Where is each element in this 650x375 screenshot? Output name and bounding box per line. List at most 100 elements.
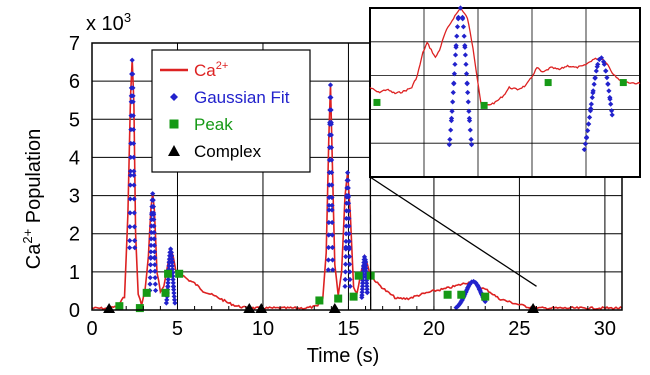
gaussian-fit-point [360,271,366,277]
gaussian-fit-point [359,283,366,289]
multiplier-label: x 103 [86,10,131,35]
gaussian-fit-point [131,224,138,230]
gaussian-fit-point [171,293,177,300]
gaussian-fit-point [593,68,599,74]
peak-marker [142,288,151,297]
inset-ca-trace [369,7,641,107]
gaussian-fit-point [170,283,177,289]
x-axis-label: Time (s) [307,345,380,367]
gaussian-fit-point [601,61,607,67]
gaussian-fit-point [127,182,133,188]
y-tick-label: 2 [69,224,80,246]
gaussian-fit-point [586,114,593,120]
gaussian-fit-point [151,249,158,255]
legend-label: Ca2+ [194,60,228,80]
gaussian-fit-point [153,287,159,294]
gaussian-fit-point [364,280,370,286]
gaussian-fit-point [152,281,158,287]
gaussian-fit-point [127,196,133,202]
gaussian-fit-point [329,232,335,238]
gaussian-fit-point [131,172,137,178]
legend-label: Complex [194,142,262,161]
gaussian-fit-point [449,108,455,114]
gaussian-fit-point [131,182,137,188]
gaussian-fit-point [448,118,454,124]
main-axes: 0 5 10 15 20 25 30 0 1 2 3 4 5 6 7 [69,33,623,340]
gaussian-fit-point [448,127,454,133]
x-tick-label: 25 [508,318,530,340]
gaussian-fit-point [342,269,349,275]
gaussian-fit-point [362,256,368,263]
legend-swatch-peak [169,119,179,129]
gaussian-fit-point [468,142,475,148]
gaussian-fit-point [328,107,334,113]
gaussian-fit-point [451,71,457,77]
gaussian-fit-point [152,262,158,268]
gaussian-fit-point [130,71,136,77]
gaussian-fit-point [165,280,171,286]
gaussian-fit-point [131,210,137,216]
inset-peak-marker [544,79,552,87]
x-tick-label: 5 [172,318,183,340]
gaussian-fit-point [585,128,591,134]
gaussian-fit-point [328,144,335,151]
gaussian-fit-point [326,207,332,213]
peak-marker [164,269,173,278]
gaussian-fit-point [466,108,472,114]
gaussian-fit-point [473,280,479,286]
gaussian-fit-point [170,273,176,279]
gaussian-fit-point [587,108,594,114]
peak-marker [115,302,124,311]
gaussian-fit-point [604,74,610,81]
gaussian-fit-point [168,246,174,252]
gaussian-fit-point [346,238,352,244]
gaussian-fit-point [607,94,613,101]
gaussian-fit-point [148,242,154,248]
gaussian-fit-point [147,262,154,268]
gaussian-fit-point [582,141,589,147]
gaussian-fit-point [462,52,469,58]
gaussian-fit-point [452,52,459,58]
gaussian-fit-point [165,276,171,283]
gaussian-fit-point [462,42,468,49]
gaussian-fit-point [474,281,480,288]
inset-zoom [369,5,641,178]
gaussian-fit-point [342,276,348,283]
peak-marker [349,292,358,301]
gaussian-fit-point [329,169,335,176]
gaussian-fit-point [329,257,336,263]
x-tick-label: 15 [337,318,359,340]
peak-marker [161,288,170,297]
gaussian-fit-point [360,274,366,280]
inset-peak-marker [619,79,627,87]
peak-marker [334,294,343,303]
gaussian-fit-point [343,223,349,229]
gaussian-fit-point [605,81,611,87]
gaussian-fit-point [364,289,370,295]
gaussian-fit-point [446,142,452,148]
gaussian-fit-point [163,300,169,306]
gaussian-fit-point [131,196,137,202]
x-tick-label: 30 [594,318,616,340]
peak-marker [443,290,452,299]
gaussian-fit-point [450,99,456,105]
y-tick-label: 4 [69,147,80,169]
y-tick-label: 3 [69,186,80,208]
gaussian-fit-point [171,297,178,303]
gaussian-fit-point [132,245,138,251]
gaussian-fit-point [151,210,157,216]
gaussian-fit-point [326,232,332,238]
gaussian-fit-point [171,290,177,296]
gaussian-fit-point [151,229,157,236]
gaussian-fit-point [463,71,470,77]
gaussian-fit-point [166,263,172,269]
gaussian-fit-point [360,280,366,286]
gaussian-fit-point [343,246,349,252]
gaussian-fit-point [343,231,349,237]
peak-marker [481,292,490,301]
gaussian-fit-point [447,136,453,143]
gaussian-fit-point [127,224,133,230]
gaussian-fit-point [150,197,156,203]
gaussian-fit-point [346,223,352,229]
